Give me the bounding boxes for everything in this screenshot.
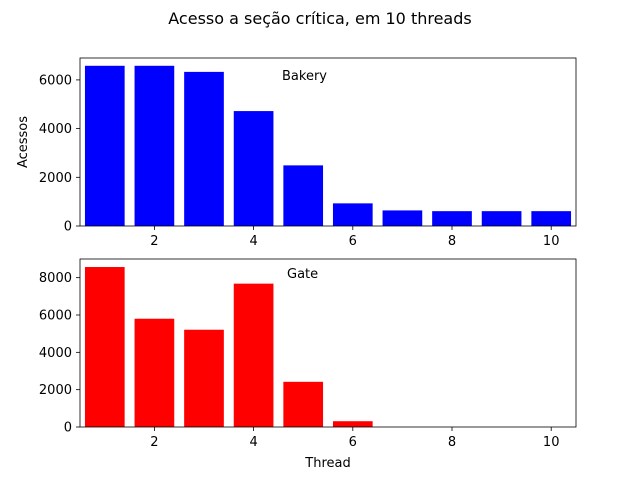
bar-bakery-8: [432, 211, 472, 226]
bar-bakery-4: [233, 111, 274, 226]
x-tick-label: 2: [150, 234, 158, 249]
bar-bakery-3: [184, 71, 224, 226]
bar-bakery-10: [531, 211, 572, 226]
bar-bakery-1: [84, 65, 125, 226]
y-tick-label: 4000: [39, 346, 72, 361]
y-axis-label: Acessos: [16, 116, 31, 168]
bar-gate-3: [184, 329, 224, 427]
y-tick-label: 2000: [39, 171, 72, 186]
x-tick-label: 4: [249, 435, 257, 450]
x-axis-label: Thread: [304, 456, 350, 471]
bar-bakery-9: [481, 211, 522, 226]
bar-gate-1: [84, 267, 125, 427]
bar-gate-2: [134, 318, 175, 427]
x-tick-label: 2: [150, 435, 158, 450]
bar-bakery-6: [332, 203, 373, 226]
y-tick-label: 0: [64, 220, 72, 235]
annotation-gate: Gate: [287, 267, 318, 282]
bar-gate-4: [233, 283, 274, 427]
bar-bakery-5: [283, 165, 324, 226]
x-tick-label: 8: [448, 435, 456, 450]
x-tick-label: 4: [249, 234, 257, 249]
axes-frame: [79, 258, 577, 428]
x-tick-label: 10: [543, 435, 560, 450]
x-tick-label: 10: [543, 234, 560, 249]
y-tick-label: 8000: [39, 271, 72, 286]
x-tick-label: 8: [448, 234, 456, 249]
bar-bakery-2: [134, 65, 175, 226]
bar-bakery-7: [382, 210, 423, 226]
axes-frame: [79, 57, 577, 227]
subplot-bakery: 2 4 6 8 10 0 2000 4000 6000 Bakery Acessos: [16, 57, 577, 249]
y-tick-label: 4000: [39, 122, 72, 137]
y-tick-label: 6000: [39, 309, 72, 324]
subplot-gate: 2 4 6 8 10 0 2000 4000 6000 8000 Gate Thread: [39, 258, 577, 471]
x-tick-label: 6: [349, 234, 357, 249]
y-tick-label: 0: [64, 421, 72, 436]
y-tick-label: 6000: [39, 73, 72, 88]
bar-gate-5: [283, 381, 324, 427]
chart-title: Acesso a seção crítica, em 10 threads: [168, 9, 471, 28]
x-tick-label: 6: [349, 435, 357, 450]
bar-gate-6: [332, 421, 373, 427]
annotation-bakery: Bakery: [282, 69, 327, 84]
y-tick-label: 2000: [39, 383, 72, 398]
